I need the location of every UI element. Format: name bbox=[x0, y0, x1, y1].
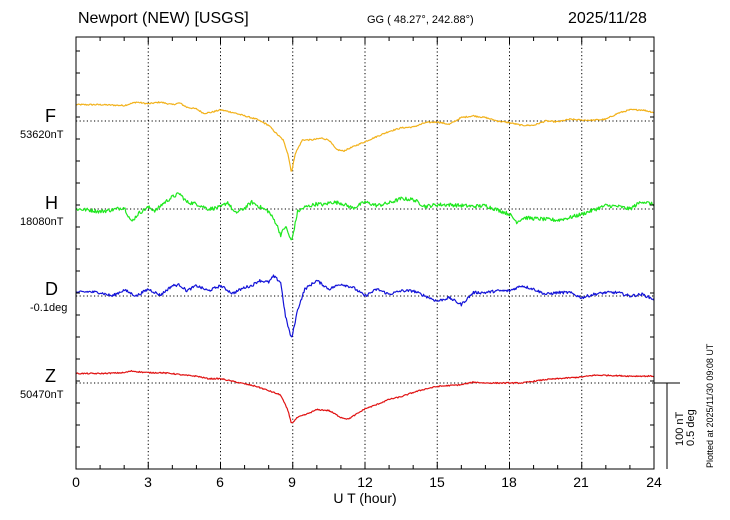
baseline-label-H: 18080nT bbox=[20, 216, 64, 228]
x-tick-label-24: 24 bbox=[646, 474, 662, 490]
x-tick-label-6: 6 bbox=[216, 474, 224, 490]
baseline-label-F: 53620nT bbox=[20, 129, 64, 141]
grid-lines bbox=[147, 37, 583, 469]
series-label-H: H bbox=[45, 193, 58, 213]
x-tick-label-9: 9 bbox=[288, 474, 296, 490]
geomagnetic-coordinates: GG ( 48.27°, 242.88°) bbox=[367, 14, 474, 26]
scale-bar bbox=[654, 382, 680, 469]
series-label-D: D bbox=[45, 279, 58, 299]
x-tick-label-15: 15 bbox=[429, 474, 445, 490]
plotted-timestamp: Plotted at 2025/11/30 09:08 UT bbox=[705, 343, 715, 468]
series-label-Z: Z bbox=[45, 366, 56, 386]
x-tick-label-18: 18 bbox=[501, 474, 517, 490]
x-tick-label-3: 3 bbox=[144, 474, 152, 490]
plot-date: 2025/11/28 bbox=[568, 10, 647, 27]
series-line-F bbox=[75, 101, 655, 172]
x-tick-label-0: 0 bbox=[72, 474, 80, 490]
series-line-D bbox=[76, 274, 655, 338]
baseline-label-Z: 50470nT bbox=[20, 389, 64, 401]
x-axis-label: U T (hour) bbox=[333, 490, 397, 506]
baseline-label-D: -0.1deg bbox=[30, 302, 68, 314]
x-tick-label-12: 12 bbox=[357, 474, 373, 490]
x-tick-label-21: 21 bbox=[573, 474, 589, 490]
station-title: Newport (NEW) [USGS] bbox=[78, 10, 249, 27]
scale-label-deg: 0.5 deg bbox=[685, 409, 697, 446]
baseline-lines bbox=[76, 120, 654, 384]
series-label-F: F bbox=[45, 106, 56, 126]
series-line-Z bbox=[75, 369, 655, 424]
series-lines bbox=[75, 101, 655, 424]
axis-ticks bbox=[75, 37, 655, 470]
series-line-H bbox=[75, 192, 655, 241]
